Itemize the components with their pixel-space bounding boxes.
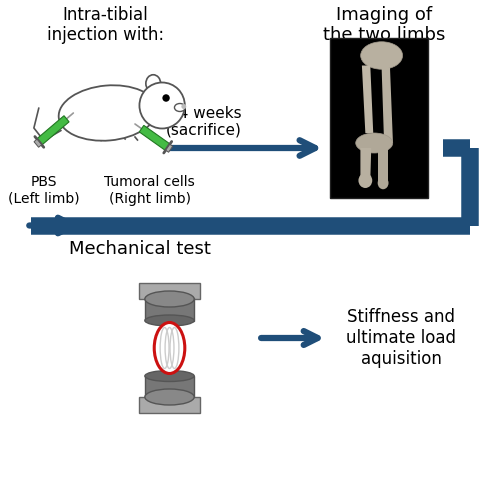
Ellipse shape xyxy=(378,177,388,189)
Bar xyxy=(145,298,194,321)
Polygon shape xyxy=(362,65,373,133)
Text: Mechanical test: Mechanical test xyxy=(69,240,211,259)
Ellipse shape xyxy=(145,389,194,405)
Ellipse shape xyxy=(356,133,393,153)
Bar xyxy=(330,38,428,198)
Circle shape xyxy=(140,83,185,129)
Text: Tumoral cells
(Right limb): Tumoral cells (Right limb) xyxy=(104,175,195,206)
Ellipse shape xyxy=(145,291,194,307)
Ellipse shape xyxy=(146,75,160,92)
Polygon shape xyxy=(382,68,393,143)
Circle shape xyxy=(162,94,170,102)
Ellipse shape xyxy=(145,315,194,326)
Bar xyxy=(139,397,200,413)
Text: PBS
(Left limb): PBS (Left limb) xyxy=(8,175,80,206)
Polygon shape xyxy=(166,144,172,152)
Text: Intra-tibial
injection with:: Intra-tibial injection with: xyxy=(47,6,164,44)
Ellipse shape xyxy=(58,85,157,141)
Polygon shape xyxy=(378,148,388,183)
Text: ~4 weeks
(sacrifice): ~4 weeks (sacrifice) xyxy=(166,106,242,138)
Text: Stiffness and
ultimate load
aquisition: Stiffness and ultimate load aquisition xyxy=(346,308,457,368)
Ellipse shape xyxy=(174,104,186,111)
Text: Imaging of
the two limbs: Imaging of the two limbs xyxy=(323,6,446,44)
Ellipse shape xyxy=(358,173,372,188)
Ellipse shape xyxy=(154,323,185,373)
Polygon shape xyxy=(360,148,372,181)
Polygon shape xyxy=(34,139,42,147)
Polygon shape xyxy=(37,116,69,145)
Polygon shape xyxy=(140,125,170,151)
Bar xyxy=(139,283,200,299)
Ellipse shape xyxy=(360,42,403,69)
Ellipse shape xyxy=(145,370,194,381)
Bar xyxy=(145,376,194,397)
Circle shape xyxy=(182,104,186,109)
